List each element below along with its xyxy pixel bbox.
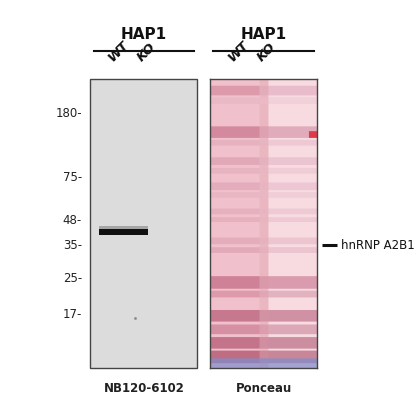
Text: 25-: 25- bbox=[63, 272, 82, 285]
Text: 180-: 180- bbox=[55, 107, 82, 120]
Text: KO: KO bbox=[134, 41, 158, 64]
Bar bbox=[99, 226, 148, 229]
Text: WT: WT bbox=[105, 39, 131, 64]
Text: hnRNP A2B1: hnRNP A2B1 bbox=[341, 239, 415, 252]
Text: 48-: 48- bbox=[63, 214, 82, 227]
Text: 75-: 75- bbox=[63, 171, 82, 184]
Bar bbox=[90, 79, 197, 368]
Text: KO: KO bbox=[255, 41, 278, 64]
Text: 35-: 35- bbox=[63, 239, 82, 252]
Text: 17-: 17- bbox=[63, 308, 82, 321]
Text: WT: WT bbox=[225, 39, 251, 64]
Text: HAP1: HAP1 bbox=[240, 27, 286, 42]
Text: NB120-6102: NB120-6102 bbox=[103, 382, 184, 395]
Text: HAP1: HAP1 bbox=[121, 27, 167, 42]
Text: Ponceau: Ponceau bbox=[236, 382, 291, 395]
Bar bbox=[99, 229, 148, 235]
